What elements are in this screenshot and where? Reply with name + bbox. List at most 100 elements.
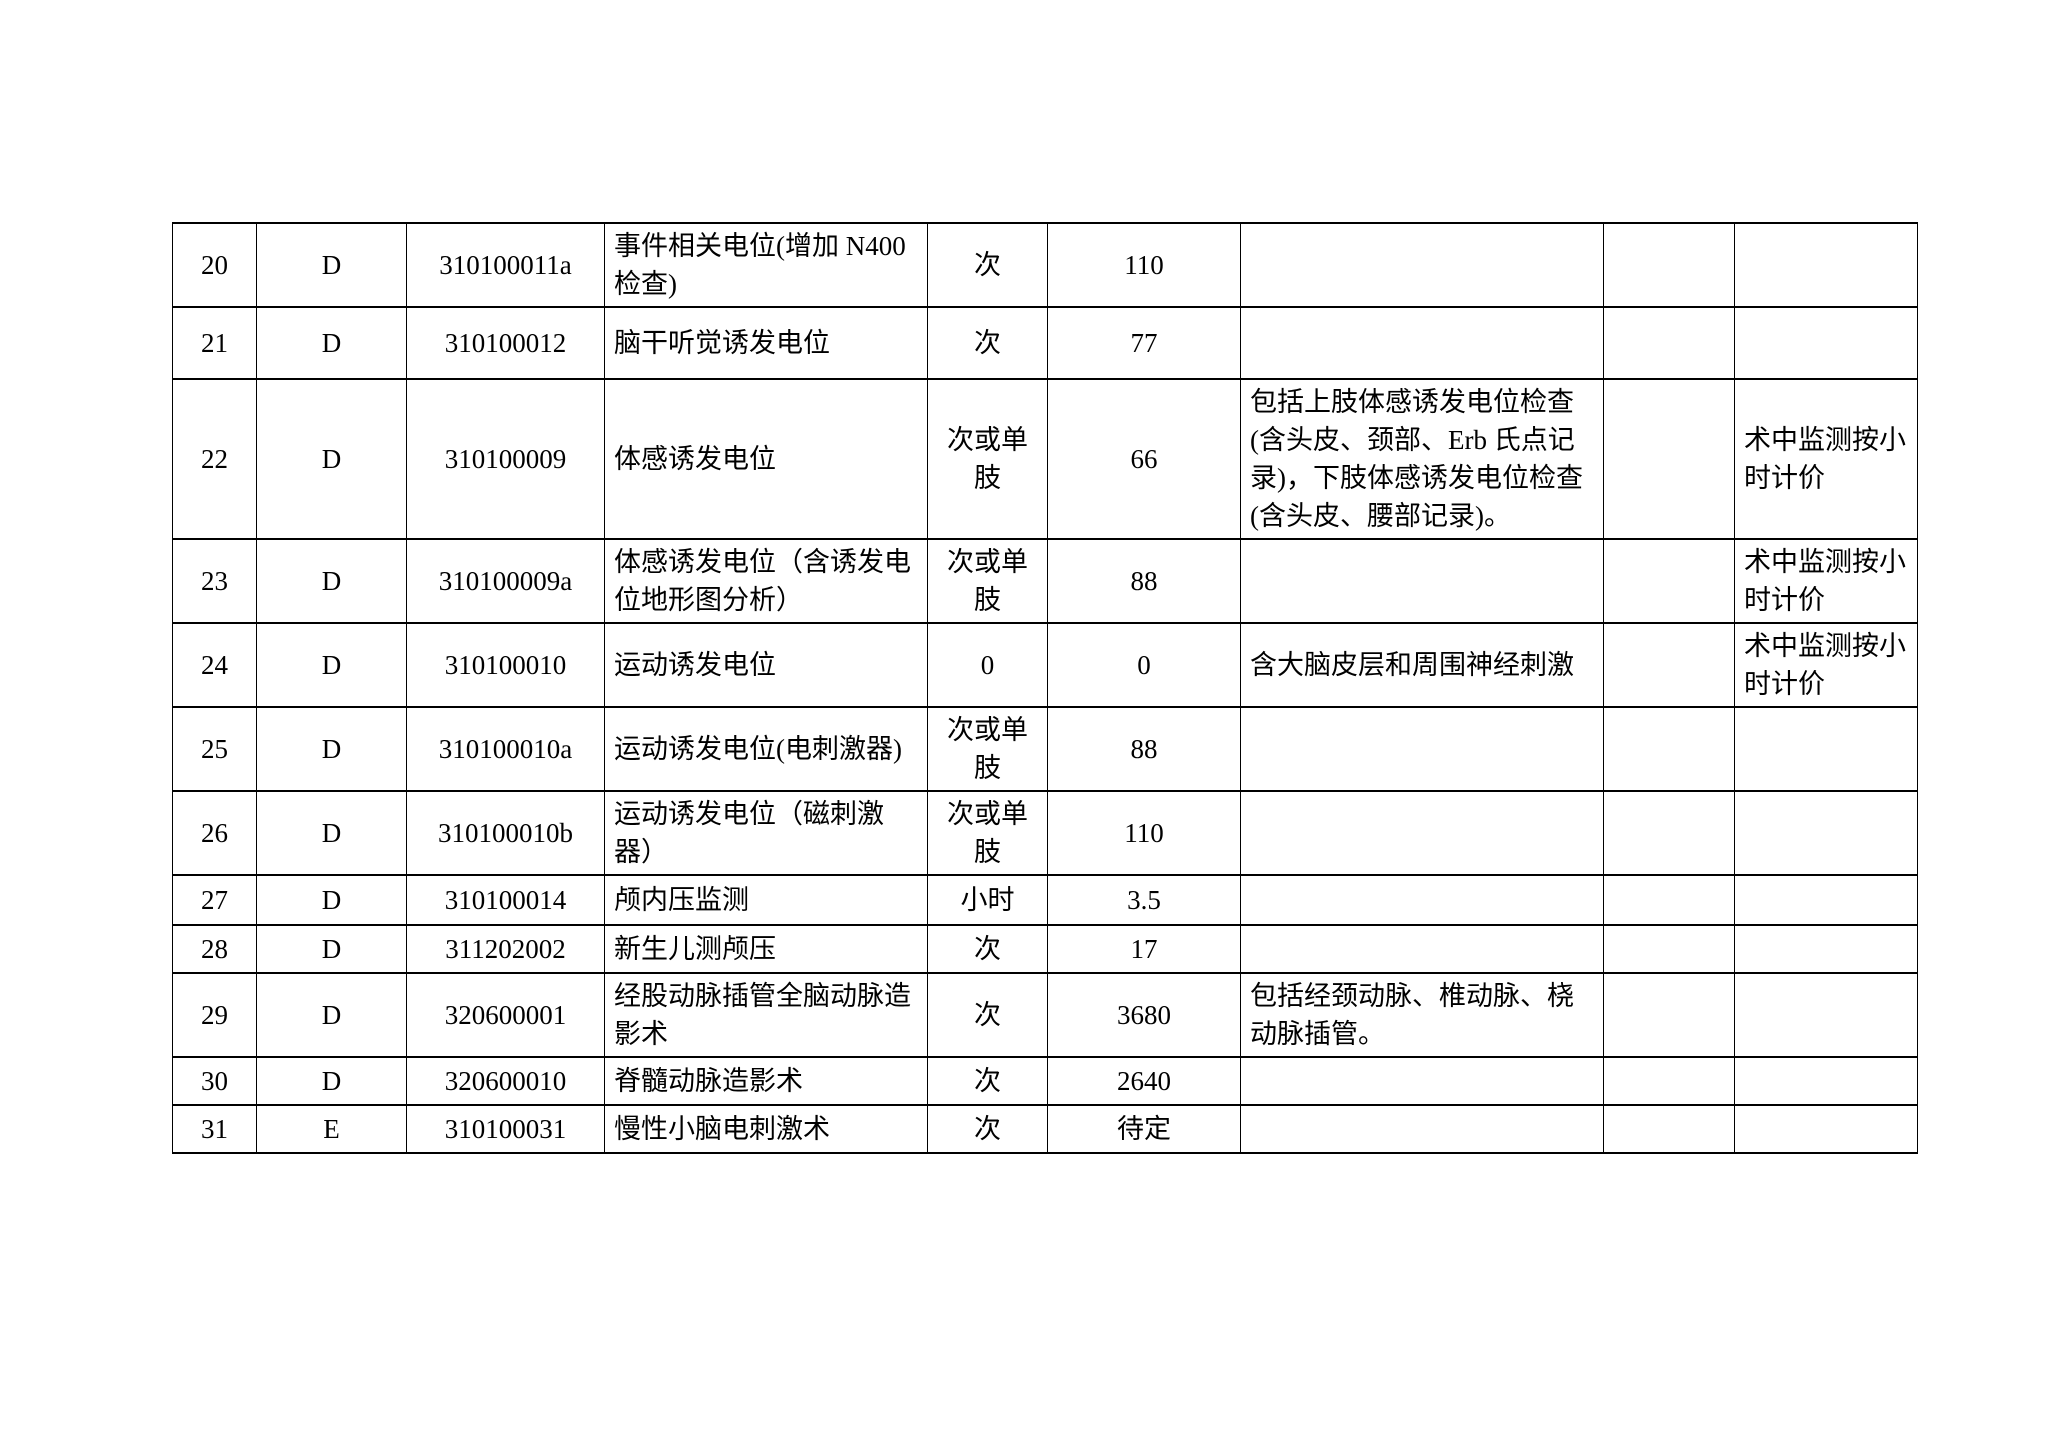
cell-item-code: 310100011a [406,222,605,308]
cell-remark [1734,874,1918,926]
cell-row-number: 23 [172,538,257,624]
cell-row-number: 20 [172,222,257,308]
cell-unit: 0 [927,622,1048,708]
cell-price: 3.5 [1047,874,1241,926]
cell-item-name: 脊髓动脉造影术 [604,1056,928,1106]
cell-item-name: 经股动脉插管全脑动脉造影术 [604,972,928,1058]
cell-remark: 术中监测按小时计价 [1734,378,1918,540]
cell-category: D [256,1056,407,1106]
cell-remark [1734,706,1918,792]
cell-unit: 次 [927,306,1048,380]
cell-item-code: 310100009 [406,378,605,540]
cell-price: 77 [1047,306,1241,380]
cell-item-name: 运动诱发电位 [604,622,928,708]
cell-item-code: 310100010a [406,706,605,792]
cell-row-number: 29 [172,972,257,1058]
cell-row-number: 22 [172,378,257,540]
cell-price: 待定 [1047,1104,1241,1154]
cell-item-code: 311202002 [406,924,605,974]
cell-blank [1603,222,1735,308]
cell-category: D [256,378,407,540]
table-row: 30 D 320600010 脊髓动脉造影术 次 2640 [172,1056,1918,1106]
cell-category: D [256,222,407,308]
table-row: 24 D 310100010 运动诱发电位 0 0 含大脑皮层和周围神经刺激 术… [172,622,1918,708]
cell-remark [1734,790,1918,876]
cell-row-number: 30 [172,1056,257,1106]
cell-remark [1734,1056,1918,1106]
table-row: 21 D 310100012 脑干听觉诱发电位 次 77 [172,306,1918,380]
cell-price: 110 [1047,222,1241,308]
cell-unit: 次 [927,1056,1048,1106]
table-row: 25 D 310100010a 运动诱发电位(电刺激器) 次或单肢 88 [172,706,1918,792]
cell-item-code: 320600010 [406,1056,605,1106]
cell-item-name: 脑干听觉诱发电位 [604,306,928,380]
cell-remark: 术中监测按小时计价 [1734,622,1918,708]
cell-price: 88 [1047,706,1241,792]
cell-note [1240,924,1604,974]
cell-note [1240,538,1604,624]
cell-price: 88 [1047,538,1241,624]
cell-unit: 次 [927,222,1048,308]
cell-blank [1603,622,1735,708]
cell-note: 包括上肢体感诱发电位检查(含头皮、颈部、Erb 氏点记录)，下肢体感诱发电位检查… [1240,378,1604,540]
cell-category: D [256,706,407,792]
cell-note [1240,222,1604,308]
price-table: 20 D 310100011a 事件相关电位(增加 N400 检查) 次 110… [172,222,1918,1154]
cell-price: 2640 [1047,1056,1241,1106]
cell-category: E [256,1104,407,1154]
cell-remark [1734,972,1918,1058]
cell-blank [1603,1104,1735,1154]
cell-price: 66 [1047,378,1241,540]
cell-note [1240,1104,1604,1154]
cell-item-name: 新生儿测颅压 [604,924,928,974]
table-row: 20 D 310100011a 事件相关电位(增加 N400 检查) 次 110 [172,222,1918,308]
cell-category: D [256,306,407,380]
cell-row-number: 28 [172,924,257,974]
cell-note: 含大脑皮层和周围神经刺激 [1240,622,1604,708]
cell-unit: 次 [927,972,1048,1058]
cell-item-name: 运动诱发电位(电刺激器) [604,706,928,792]
table-row: 28 D 311202002 新生儿测颅压 次 17 [172,924,1918,974]
cell-price: 3680 [1047,972,1241,1058]
cell-remark [1734,924,1918,974]
cell-item-name: 事件相关电位(增加 N400 检查) [604,222,928,308]
cell-blank [1603,306,1735,380]
cell-row-number: 27 [172,874,257,926]
cell-category: D [256,538,407,624]
cell-blank [1603,924,1735,974]
cell-item-name: 体感诱发电位（含诱发电位地形图分析） [604,538,928,624]
cell-item-name: 体感诱发电位 [604,378,928,540]
cell-unit: 次 [927,1104,1048,1154]
cell-remark [1734,222,1918,308]
cell-category: D [256,972,407,1058]
table-row: 27 D 310100014 颅内压监测 小时 3.5 [172,874,1918,926]
cell-blank [1603,538,1735,624]
cell-price: 110 [1047,790,1241,876]
cell-item-name: 颅内压监测 [604,874,928,926]
cell-category: D [256,924,407,974]
cell-item-code: 320600001 [406,972,605,1058]
cell-note: 包括经颈动脉、椎动脉、桡动脉插管。 [1240,972,1604,1058]
cell-unit: 次或单肢 [927,790,1048,876]
cell-price: 0 [1047,622,1241,708]
table-row: 29 D 320600001 经股动脉插管全脑动脉造影术 次 3680 包括经颈… [172,972,1918,1058]
cell-unit: 小时 [927,874,1048,926]
table-row: 31 E 310100031 慢性小脑电刺激术 次 待定 [172,1104,1918,1154]
cell-row-number: 25 [172,706,257,792]
cell-remark [1734,1104,1918,1154]
cell-note [1240,790,1604,876]
cell-note [1240,306,1604,380]
cell-row-number: 31 [172,1104,257,1154]
cell-blank [1603,874,1735,926]
cell-blank [1603,1056,1735,1106]
cell-unit: 次或单肢 [927,378,1048,540]
cell-blank [1603,972,1735,1058]
cell-remark: 术中监测按小时计价 [1734,538,1918,624]
table-row: 22 D 310100009 体感诱发电位 次或单肢 66 包括上肢体感诱发电位… [172,378,1918,540]
cell-blank [1603,706,1735,792]
cell-item-code: 310100009a [406,538,605,624]
cell-category: D [256,790,407,876]
cell-note [1240,706,1604,792]
cell-category: D [256,622,407,708]
cell-note [1240,874,1604,926]
